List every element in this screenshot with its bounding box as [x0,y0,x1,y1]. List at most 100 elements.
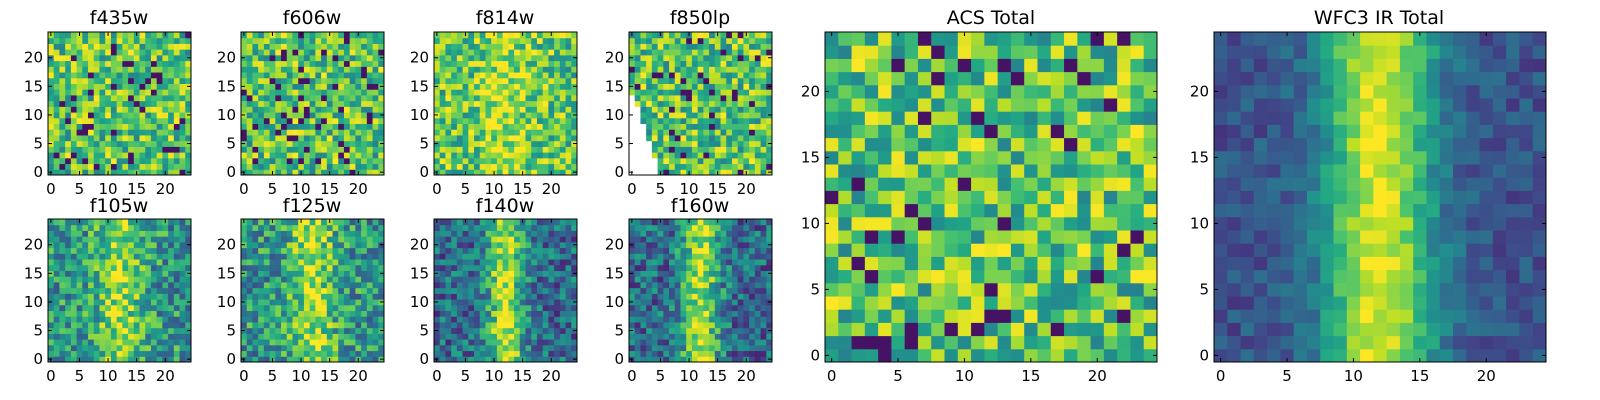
heatmap-cell [754,316,762,323]
heatmap-cell [445,134,452,142]
heatmap-cell [338,293,345,300]
heatmap-cell [338,316,345,323]
heatmap-cell [65,129,72,136]
heatmap-cell [150,106,158,113]
heatmap-cell [479,230,486,237]
heatmap-cell [252,43,259,50]
x-tick-label: 5 [268,180,278,198]
heatmap-cell [720,83,727,90]
heatmap-cell [343,146,351,153]
heatmap-cell [326,224,334,231]
heatmap-cell [525,333,532,340]
heatmap-cell [548,54,555,62]
heatmap-cell [536,66,544,73]
y-tick-label: 15 [24,264,43,282]
heatmap-cell [743,134,750,142]
heatmap-cell [116,123,123,130]
heatmap-cell [680,112,687,119]
heatmap-cell [378,77,385,84]
heatmap-cell [281,163,288,170]
heatmap-cell [309,146,316,153]
heatmap-cell [269,224,276,231]
heatmap-cell [669,123,676,130]
heatmap-cell [168,112,175,119]
heatmap-cell [139,66,146,73]
heatmap-cell [133,321,141,329]
plot-frame [628,31,773,176]
heatmap-cell [502,230,509,237]
heatmap-cell [99,72,106,79]
heatmap-cell [355,77,362,84]
heatmap-cell [456,32,464,39]
heatmap-cell [445,72,452,79]
heatmap-cell [554,157,561,165]
heatmap-cell [686,106,693,113]
heatmap-cell [162,241,169,249]
heatmap-cell [737,163,744,170]
heatmap-cell [99,60,106,67]
heatmap-cell [315,72,322,79]
heatmap-cell [128,60,135,67]
heatmap-cell [286,146,293,153]
heatmap-cell [531,219,538,226]
heatmap-cell [514,112,521,119]
heatmap-cell [309,100,316,107]
heatmap-cell [349,259,356,266]
heatmap-cell [439,89,446,96]
heatmap-cell [479,129,486,136]
heatmap-cell [246,146,253,153]
heatmap-cell [48,253,55,260]
heatmap-cell [292,163,299,170]
heatmap-cell [651,264,659,271]
heatmap-cell [640,264,647,271]
heatmap-cell [445,287,452,294]
heatmap-cell [128,117,135,125]
heatmap-cell [669,94,676,102]
heatmap-cell [462,321,469,329]
heatmap-cell [536,281,544,289]
y-tick-label: 5 [226,135,236,153]
heatmap-cell [434,310,441,317]
heatmap-cell [456,123,464,130]
heatmap-cell [378,66,385,73]
heatmap-cell [491,224,498,231]
heatmap-cell [321,37,328,44]
heatmap-cell [150,94,158,102]
heatmap-cell [491,310,498,317]
heatmap-cell [674,89,681,96]
heatmap-cell [93,43,100,50]
heatmap-cell [168,100,175,107]
heatmap-cell [82,327,89,334]
y-tick-label: 15 [24,77,43,95]
heatmap-cell [468,264,475,271]
heatmap-cell [366,293,374,300]
heatmap-cell [474,287,481,294]
heatmap-cell [703,339,710,346]
heatmap-cell [292,219,299,226]
heatmap-cell [737,356,744,363]
heatmap-cell [252,293,259,300]
heatmap-cell [714,89,722,96]
heatmap-cell [709,339,716,346]
heatmap-cell [743,281,750,289]
heatmap-cell [122,60,129,67]
heatmap-cell [292,281,299,289]
heatmap-cell [479,32,486,39]
heatmap-cell [139,100,146,107]
heatmap-cell [462,224,469,231]
heatmap-cell [321,299,328,306]
heatmap-cell [531,77,538,84]
heatmap-cell [321,89,328,96]
heatmap-cell [640,299,647,306]
heatmap-cell [548,310,555,317]
heatmap-cell [139,287,146,294]
heatmap-cell [321,106,328,113]
heatmap-cell [145,123,152,130]
heatmap-cell [326,241,334,249]
heatmap-cell [674,327,681,334]
heatmap-cell [122,146,129,153]
heatmap-cell [372,356,379,363]
x-tick-label: 5 [75,180,85,198]
heatmap-cell [116,344,123,352]
heatmap-cell [150,287,158,294]
